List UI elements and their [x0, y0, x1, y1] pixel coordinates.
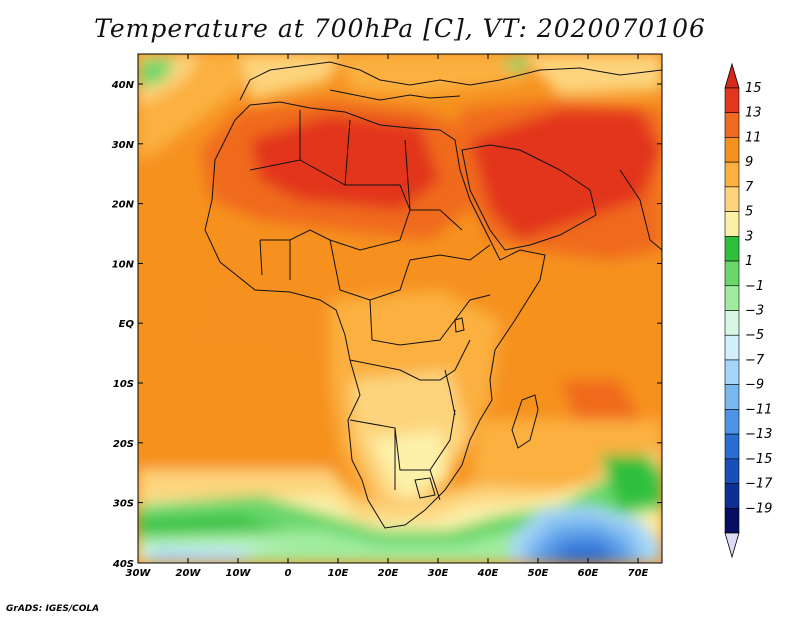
- colorbar-segment: [724, 137, 740, 163]
- colorbar-bottom-arrow: [724, 532, 740, 559]
- lon-tick-label: 70E: [628, 568, 649, 579]
- colorbar-segment: [724, 458, 740, 484]
- lon-tick-label: 50E: [528, 568, 549, 579]
- colorbar-segment: [724, 236, 740, 262]
- colorbar-segment: [724, 186, 740, 212]
- lat-tick-label: 30N: [112, 140, 135, 151]
- colorbar-top-arrow: [724, 62, 740, 89]
- coastlines: [204, 61, 662, 529]
- colorbar-segment: [724, 87, 740, 114]
- colorbar-segment: [724, 384, 740, 410]
- colorbar-segment: [724, 359, 740, 385]
- colorbar-segment: [724, 260, 740, 287]
- colorbar-label: −7: [745, 353, 765, 368]
- lon-tick-label: 20E: [378, 568, 399, 579]
- lat-tick-label: 10N: [112, 259, 135, 270]
- colorbar-label: −15: [745, 452, 772, 467]
- colorbar-segment: [724, 161, 740, 188]
- longitude-axis: 30W 20W 10W 0 10E 20E 30E 40E 50E 60E 70E: [126, 54, 649, 579]
- temperature-field: [138, 54, 662, 563]
- lat-tick-label: 40S: [112, 559, 134, 570]
- colorbar-segment: [724, 334, 740, 361]
- colorbar-segment: [724, 433, 740, 460]
- lat-tick-label: 30S: [113, 499, 134, 510]
- colorbar-label: 9: [745, 155, 753, 170]
- colorbar-label: −13: [745, 427, 772, 442]
- lon-tick-label: 10W: [226, 568, 252, 579]
- colorbar-label: −5: [745, 328, 764, 343]
- colorbar-label: −3: [745, 304, 764, 319]
- lat-tick-label: EQ: [119, 319, 135, 330]
- plot-frame: [137, 53, 663, 564]
- colorbar-label: −1: [745, 279, 764, 294]
- colorbar-segment: [724, 409, 740, 435]
- colorbar-label: 5: [745, 205, 753, 220]
- lat-tick-label: 20S: [113, 439, 134, 450]
- colorbar-segment: [724, 507, 740, 534]
- colorbar-segment: [724, 285, 740, 311]
- colorbar-segment: [724, 112, 740, 138]
- colorbar: 15 13 11 9 7 5 3 1 −1 −3 −5 −7 −9 −11 −13 −15 −17 −19: [724, 62, 773, 559]
- colorbar-label: 7: [745, 180, 754, 195]
- colorbar-label: −9: [745, 378, 764, 393]
- colorbar-label: −17: [745, 477, 773, 492]
- lat-tick-label: 40N: [111, 80, 135, 91]
- lon-tick-label: 30W: [126, 568, 152, 579]
- lon-tick-label: 60E: [578, 568, 599, 579]
- colorbar-segment: [724, 483, 740, 509]
- lon-tick-label: 10E: [328, 568, 349, 579]
- colorbar-label: 11: [745, 130, 762, 145]
- colorbar-label: 13: [745, 106, 762, 121]
- credit-text: GrADS: IGES/COLA: [6, 604, 100, 614]
- colorbar-segment: [724, 211, 740, 237]
- colorbar-segment: [724, 310, 740, 336]
- map-title: Temperature at 700hPa [C], VT: 202007010…: [94, 14, 706, 43]
- colorbar-label: −19: [745, 501, 772, 516]
- colorbar-label: 3: [745, 229, 753, 244]
- colorbar-label: 1: [745, 254, 753, 269]
- colorbar-label: 15: [745, 81, 762, 96]
- lat-tick-label: 20N: [112, 200, 135, 211]
- latitude-axis: 40N 30N 20N 10N EQ 10S 20S 30S 40S: [111, 80, 662, 570]
- lon-tick-label: 40E: [477, 568, 499, 579]
- lon-tick-label: 30E: [428, 568, 449, 579]
- lon-tick-label: 0: [285, 568, 292, 579]
- colorbar-label: −11: [745, 402, 772, 417]
- lat-tick-label: 10S: [113, 379, 134, 390]
- lon-tick-label: 20W: [176, 568, 202, 579]
